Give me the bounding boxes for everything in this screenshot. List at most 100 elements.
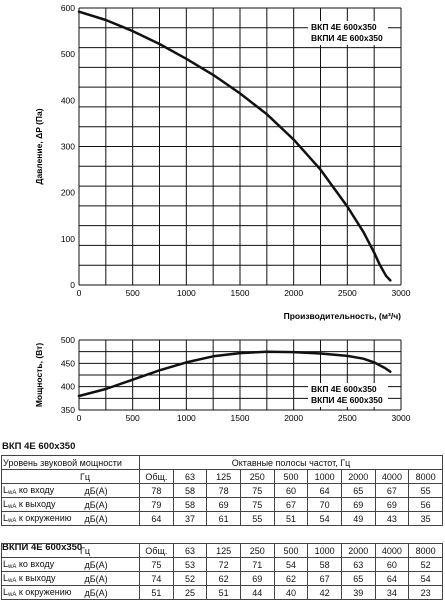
x-tick-label: 500	[126, 288, 140, 298]
band-header: 500	[273, 543, 309, 558]
table-cell: 51	[206, 585, 241, 600]
table-cell: 51	[139, 585, 174, 600]
band-header: 500	[273, 469, 309, 484]
band-header: 8000	[408, 469, 443, 484]
table-cell: 64	[307, 483, 342, 498]
table1-header-row: Гц Общ. 63 125 250 500 1000 2000 4000 8000	[0, 469, 443, 484]
table-row: LwA к выходу дБ(А) 79 58 69 75 67 70 69 69 56	[1, 497, 443, 512]
table-cell: 72	[206, 557, 241, 572]
table1-header-octave: Октавные полосы частот, Гц	[139, 455, 443, 470]
table-cell: 62	[206, 571, 241, 586]
table-cell: 79	[139, 497, 174, 512]
table-cell: 71	[239, 557, 275, 572]
y-tick-label: 200	[61, 188, 75, 198]
table2-header-row: Гц Общ. 63 125 250 500 1000 2000 4000 8000	[1, 543, 443, 558]
table-cell: 69	[206, 497, 241, 512]
table-cell: 78	[206, 483, 241, 498]
band-header: 125	[206, 543, 241, 558]
row-unit: дБ(А)	[83, 497, 141, 512]
row-unit: дБ(А)	[83, 571, 140, 586]
sound-table-2: Гц Общ. 63 125 250 500 1000 2000 4000 8000 LwA ко…	[1, 543, 443, 600]
table-cell: 67	[374, 483, 410, 498]
table-row: LwA к окружению дБ(А) 64 37 61 55 51 54 49 43 35	[1, 511, 443, 526]
table-cell: 23	[408, 585, 443, 600]
y-tick-label: 500	[61, 335, 75, 345]
table-cell: 34	[374, 585, 410, 600]
row-unit: дБ(А)	[83, 511, 141, 526]
table-row: LwA к окружению дБ(А) 51 25 51 44 40 42 39 34 23	[1, 585, 443, 600]
row-label: LwA к выходу	[1, 497, 84, 512]
table-cell: 43	[374, 511, 410, 526]
table-cell: 52	[172, 571, 208, 586]
y-tick-label: 600	[61, 3, 75, 13]
table-cell: 55	[239, 511, 275, 526]
x-tick-label: 3000	[392, 288, 411, 298]
x-tick-label: 2000	[284, 413, 303, 423]
table-cell: 75	[239, 497, 275, 512]
x-tick-label: 2500	[338, 288, 357, 298]
table-cell: 65	[340, 571, 376, 586]
table-cell: 78	[139, 483, 174, 498]
y-tick-label: 400	[61, 382, 75, 392]
x-axis-label: Производительность, (м³/ч)	[284, 311, 402, 321]
band-header: 1000	[307, 543, 342, 558]
band-header: Общ.	[139, 543, 174, 558]
table-row: LwA к выходу дБ(А) 74 52 62 69 62 67 65 64 54	[1, 571, 443, 586]
table-cell: 58	[172, 483, 208, 498]
band-header: Общ.	[139, 469, 174, 484]
table-cell: 61	[206, 511, 241, 526]
table-cell: 64	[139, 511, 174, 526]
table-cell: 39	[340, 585, 376, 600]
legend-entry: ВКПИ 4E 600x350	[311, 395, 383, 405]
table-cell: 69	[239, 571, 275, 586]
table-cell: 63	[340, 557, 376, 572]
band-header: 8000	[408, 543, 443, 558]
hz-header: Гц	[1, 543, 140, 558]
charts-canvas: 0 500 1000 1500 2000 2500 3000 0 100 200 300 400 500…	[34, 3, 411, 423]
table-cell: 55	[408, 483, 443, 498]
table-cell: 60	[374, 557, 410, 572]
table-cell: 35	[408, 511, 443, 526]
table-cell: 75	[139, 557, 174, 572]
row-unit: дБ(А)	[83, 585, 140, 600]
band-header: 4000	[374, 543, 410, 558]
table-cell: 67	[307, 571, 342, 586]
band-header: 1000	[307, 469, 342, 484]
y-axis-label: Мощность, (Вт)	[34, 343, 44, 408]
row-unit: дБ(А)	[83, 557, 140, 572]
x-tick-label: 2500	[338, 413, 357, 423]
y-tick-label: 300	[61, 142, 75, 152]
row-label: LwA к выходу	[1, 571, 84, 586]
table-cell: 65	[340, 483, 376, 498]
row-label: LwA к окружению	[1, 585, 84, 600]
table-cell: 44	[239, 585, 275, 600]
x-tick-label: 0	[77, 413, 82, 423]
table-cell: 58	[307, 557, 342, 572]
x-tick-label: 1500	[231, 288, 250, 298]
row-unit: дБ(А)	[83, 483, 141, 498]
table-cell: 75	[239, 483, 275, 498]
row-label: LwA к окружению	[1, 511, 84, 526]
table-cell: 40	[273, 585, 309, 600]
table-cell: 42	[307, 585, 342, 600]
series-line	[77, 350, 392, 398]
table-cell: 51	[273, 511, 309, 526]
legend-entry: ВКПИ 4E 600x350	[311, 33, 383, 43]
table-cell: 62	[273, 571, 309, 586]
table-cell: 53	[172, 557, 208, 572]
band-header: 125	[206, 469, 241, 484]
table-cell: 60	[273, 483, 309, 498]
y-tick-label: 500	[61, 49, 75, 59]
y-axis-label: Давление, ΔP (Па)	[34, 108, 44, 184]
band-header: 2000	[340, 543, 376, 558]
x-tick-label: 1000	[177, 288, 196, 298]
row-label: LwA ко входу	[1, 483, 84, 498]
band-header: 63	[172, 469, 208, 484]
table-cell: 25	[172, 585, 208, 600]
table-cell: 74	[139, 571, 174, 586]
band-header: 2000	[340, 469, 376, 484]
x-tick-label: 500	[126, 413, 140, 423]
x-tick-label: 1500	[231, 413, 250, 423]
pressure-chart: 0 500 1000 1500 2000 2500 3000 0 100 200 300 400 500…	[34, 3, 411, 321]
y-tick-label: 450	[61, 358, 75, 368]
